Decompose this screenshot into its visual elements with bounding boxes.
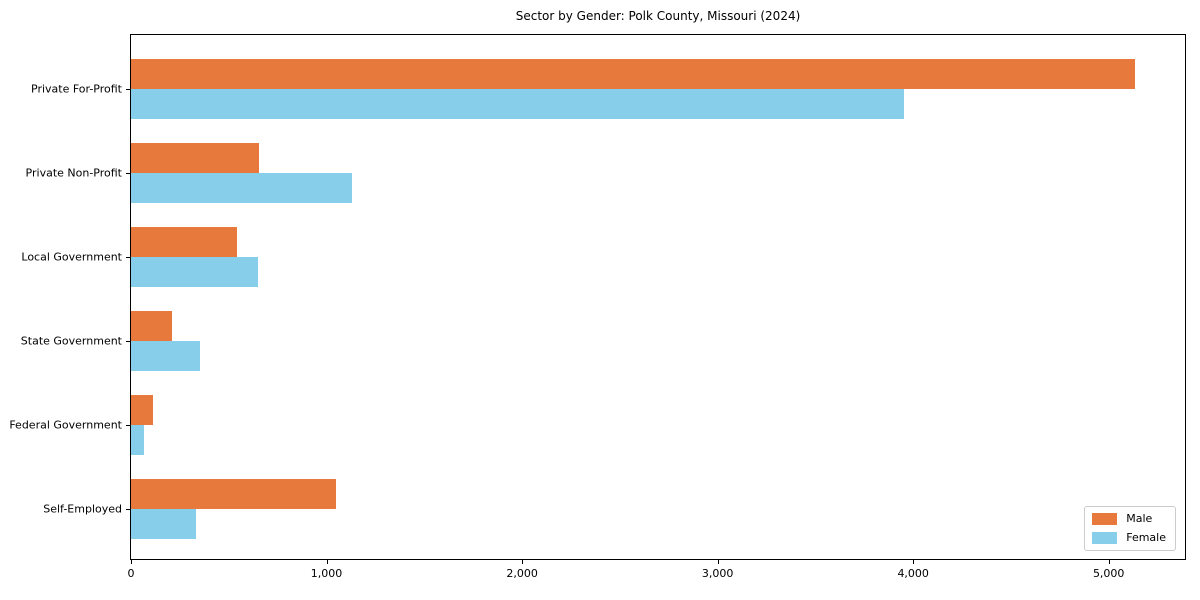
y-tick-label: Local Government — [21, 250, 122, 264]
x-tick-mark — [131, 560, 132, 564]
x-tick-label: 2,000 — [506, 567, 538, 580]
plot-area: Private For-Profit Private Non-Profit Loca… — [9, 34, 1186, 580]
bar-male-3 — [131, 311, 172, 341]
bar-male-1 — [131, 143, 259, 173]
y-tick-label: Federal Government — [9, 418, 122, 432]
y-tick-mark — [126, 173, 130, 174]
x-tick-label: 3,000 — [701, 567, 734, 580]
legend-label: Female — [1126, 531, 1166, 544]
y-tick-mark — [126, 257, 130, 258]
x-tick-mark — [913, 560, 915, 564]
bar-female-3 — [131, 341, 200, 371]
bar-female-5 — [131, 509, 196, 539]
bar-female-0 — [131, 89, 905, 119]
legend: Male Female — [1084, 506, 1176, 551]
legend-label: Male — [1126, 512, 1153, 525]
legend-swatch-female — [1092, 532, 1118, 544]
bar-male-0 — [131, 59, 1135, 89]
bar-male-2 — [131, 227, 237, 257]
chart-title: Sector by Gender: Polk County, Missouri … — [515, 9, 801, 23]
legend-item-female: Female — [1092, 532, 1166, 544]
y-tick-mark — [126, 509, 130, 510]
x-tick-mark — [326, 560, 328, 564]
x-tick-mark — [1108, 560, 1110, 564]
x-tick-label: 4,000 — [897, 567, 929, 580]
y-tick-mark — [126, 89, 130, 90]
y-tick-mark — [126, 341, 130, 342]
x-tick-mark — [717, 560, 719, 564]
x-tick-label: 0 — [127, 567, 135, 580]
bar-female-1 — [131, 173, 353, 203]
bar-female-4 — [131, 425, 144, 455]
bar-male-5 — [131, 479, 336, 509]
x-tick-mark — [522, 560, 524, 564]
y-tick-label: Private For-Profit — [31, 82, 122, 96]
y-tick-label: State Government — [20, 334, 122, 348]
bar-male-4 — [131, 395, 153, 425]
x-tick-label: 5,000 — [1092, 567, 1125, 580]
bar-female-2 — [131, 257, 258, 287]
x-tick-label: 1,000 — [310, 567, 343, 580]
legend-swatch-male — [1092, 513, 1118, 525]
y-tick-label: Private Non-Profit — [25, 166, 122, 180]
y-tick-mark — [126, 425, 130, 426]
legend-item-male: Male — [1092, 513, 1166, 525]
y-tick-label: Self-Employed — [43, 502, 122, 516]
